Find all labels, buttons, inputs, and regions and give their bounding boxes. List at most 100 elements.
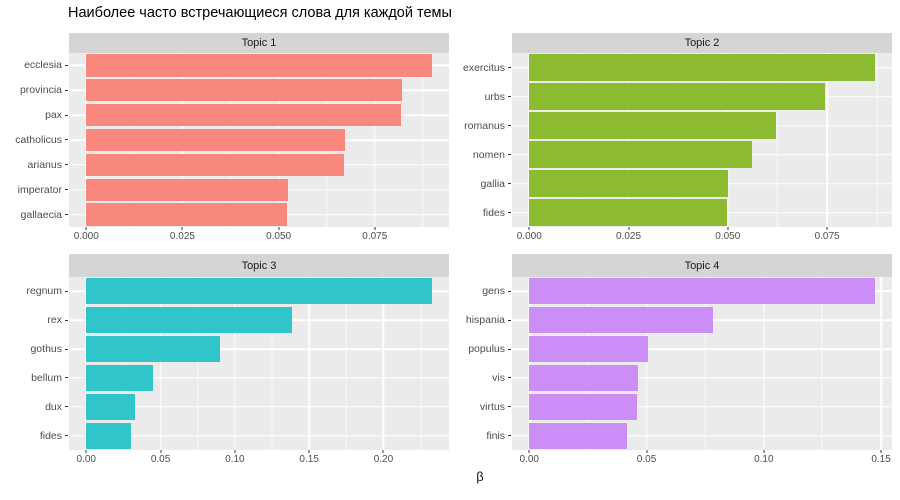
- y-tick-mark: [65, 89, 68, 91]
- plot-panel: [512, 53, 892, 227]
- major-gridline: [308, 277, 310, 450]
- major-gridline: [627, 53, 630, 227]
- y-tick-mark: [508, 319, 511, 321]
- x-tick-mark: [85, 450, 87, 453]
- x-tick-label: 0.050: [266, 231, 292, 242]
- x-tick-label: 0.00: [519, 454, 539, 465]
- bar-gallaecia: [86, 203, 288, 226]
- x-tick-mark: [528, 227, 530, 230]
- x-tick-label: 0.050: [715, 231, 741, 242]
- y-label-row: hispania: [449, 306, 512, 335]
- bar-finis: [529, 422, 628, 449]
- major-gridline: [645, 277, 648, 450]
- x-tick-label: 0.000: [73, 231, 99, 242]
- category-label: gothus: [30, 343, 62, 356]
- y-axis-labels: gens hispania populus vis virtus finis: [449, 277, 512, 450]
- y-label-row: gallia: [449, 169, 512, 198]
- major-gridline: [234, 277, 236, 450]
- y-tick-mark: [508, 154, 511, 155]
- minor-gridline: [677, 53, 679, 227]
- category-gridline: [512, 406, 892, 408]
- x-tick-mark: [181, 227, 183, 230]
- y-tick-mark: [508, 67, 511, 68]
- category-label: populus: [468, 343, 505, 356]
- bar-fides: [86, 422, 132, 449]
- x-tick-mark: [308, 450, 310, 453]
- facet-topic-3: Topic 3 regnum rex gothus bellum dux fides 0.…: [6, 254, 449, 467]
- category-label: regnum: [26, 285, 62, 298]
- x-tick-mark: [374, 227, 376, 230]
- category-label: fides: [482, 206, 505, 219]
- x-tick-label: 0.10: [225, 454, 245, 465]
- y-label-row: nomen: [449, 140, 512, 169]
- y-label-row: romanus: [449, 111, 512, 140]
- bar-gens: [529, 278, 875, 305]
- y-label-row: arianus: [6, 152, 69, 177]
- bar-fides: [529, 199, 727, 226]
- category-label: imperator: [17, 183, 62, 196]
- category-label: catholicus: [15, 133, 62, 146]
- x-tick-label: 0.075: [362, 231, 388, 242]
- x-tick-label: 0.10: [754, 454, 774, 465]
- x-tick-mark: [628, 227, 630, 230]
- y-label-row: urbs: [449, 82, 512, 111]
- y-label-row: populus: [449, 335, 512, 364]
- category-label: bellum: [31, 371, 62, 384]
- y-tick-mark: [65, 290, 68, 292]
- y-tick-mark: [65, 348, 68, 350]
- minor-gridline: [345, 277, 347, 450]
- y-label-row: catholicus: [6, 128, 69, 153]
- bar-gallia: [529, 170, 728, 197]
- minor-gridline: [876, 53, 878, 227]
- facet-topic-4: Topic 4 gens hispania populus vis virtus fini…: [449, 254, 892, 467]
- plot-panel: [512, 277, 892, 450]
- y-tick-mark: [65, 435, 68, 437]
- y-label-row: virtus: [449, 392, 512, 421]
- major-gridline: [528, 277, 531, 450]
- category-label: romanus: [464, 119, 505, 132]
- y-label-row: gothus: [6, 335, 69, 364]
- y-tick-mark: [65, 64, 68, 66]
- y-tick-mark: [508, 348, 511, 350]
- bar-rex: [86, 307, 293, 334]
- y-label-row: gallaecia: [6, 202, 69, 227]
- category-gridline: [69, 434, 449, 437]
- bar-dux: [86, 393, 136, 420]
- y-axis-labels: exercitus urbs romanus nomen gallia fides: [449, 53, 512, 227]
- major-gridline: [528, 53, 531, 227]
- category-label: arianus: [27, 158, 62, 171]
- category-label: nomen: [472, 148, 505, 161]
- y-label-row: fides: [449, 198, 512, 227]
- bar-virtus: [529, 393, 638, 420]
- category-label: hispania: [465, 314, 505, 327]
- x-tick-mark: [646, 450, 648, 453]
- x-tick-label: 0.15: [871, 454, 891, 465]
- y-label-row: dux: [6, 392, 69, 421]
- x-tick-mark: [234, 450, 236, 453]
- facet-strip: Topic 2: [512, 33, 892, 53]
- y-label-row: bellum: [6, 364, 69, 393]
- facet-strip: Topic 1: [69, 33, 449, 53]
- facet-strip: Topic 3: [69, 254, 449, 277]
- bar-nomen: [529, 141, 753, 168]
- bar-gothus: [86, 336, 221, 363]
- y-label-row: pax: [6, 103, 69, 128]
- x-tick-mark: [880, 450, 882, 453]
- y-tick-mark: [65, 214, 68, 216]
- y-label-row: ecclesia: [6, 53, 69, 78]
- x-tick-label: 0.05: [636, 454, 657, 465]
- y-label-row: regnum: [6, 277, 69, 306]
- minor-gridline: [587, 277, 589, 450]
- category-label: gens: [482, 285, 505, 298]
- facet-topic-2: Topic 2 exercitus urbs romanus nomen gallia f…: [449, 33, 892, 244]
- bar-provincia: [86, 79, 402, 102]
- category-gridline: [69, 348, 449, 350]
- category-gridline: [512, 348, 892, 350]
- major-gridline: [382, 277, 385, 450]
- category-label: provincia: [19, 84, 62, 97]
- y-label-row: provincia: [6, 78, 69, 103]
- y-label-row: fides: [6, 421, 69, 450]
- major-gridline: [159, 277, 162, 450]
- x-tick-label: 0.000: [516, 231, 542, 242]
- plot-panel: [69, 277, 449, 450]
